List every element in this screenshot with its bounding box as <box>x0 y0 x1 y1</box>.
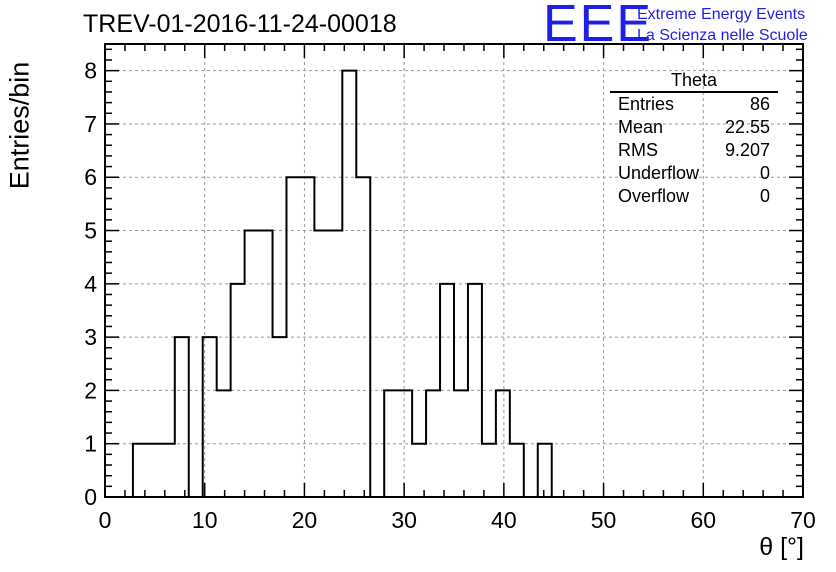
stats-box: Theta Entries 86 Mean 22.55 RMS 9.207 Un… <box>610 70 778 208</box>
x-tick-label: 30 <box>391 507 417 533</box>
logo-caption: Extreme Energy Events La Scienza nelle S… <box>637 4 808 46</box>
stats-label: Mean <box>618 117 664 137</box>
y-tick-label: 8 <box>84 58 97 84</box>
x-tick-label: 70 <box>790 507 816 533</box>
y-tick-label: 3 <box>84 324 97 350</box>
stats-row-entries: Entries 86 <box>610 93 778 116</box>
stats-title: Theta <box>610 70 778 93</box>
x-axis-label: θ [°] <box>759 533 804 561</box>
stats-label: Underflow <box>618 163 700 183</box>
x-tick-label: 60 <box>690 507 716 533</box>
y-tick-label: 2 <box>84 377 97 403</box>
y-tick-label: 5 <box>84 218 97 244</box>
logo-caption-line2: La Scienza nelle Scuole <box>637 27 808 44</box>
x-tick-label: 10 <box>192 507 218 533</box>
x-tick-label: 50 <box>591 507 617 533</box>
stats-label: Overflow <box>618 186 690 206</box>
stats-row-underflow: Underflow 0 <box>610 162 778 185</box>
x-tick-label: 20 <box>292 507 318 533</box>
stats-value: 9.207 <box>724 140 770 160</box>
chart-title: TREV-01-2016-11-24-00018 <box>83 10 397 38</box>
x-tick-label: 0 <box>99 507 112 533</box>
stats-row-mean: Mean 22.55 <box>610 116 778 139</box>
logo-caption-line1: Extreme Energy Events <box>637 6 806 23</box>
y-tick-label: 6 <box>84 164 97 190</box>
y-tick-label: 4 <box>84 271 97 297</box>
stats-label: Entries <box>618 94 675 114</box>
stats-value: 0 <box>759 186 770 206</box>
stats-value: 0 <box>759 163 770 183</box>
stats-label: RMS <box>618 140 658 160</box>
stats-value: 22.55 <box>724 117 770 137</box>
plot-frame <box>104 43 804 498</box>
y-tick-label: 0 <box>84 484 97 510</box>
stats-value: 86 <box>749 94 770 114</box>
y-tick-label: 1 <box>84 431 97 457</box>
stats-row-overflow: Overflow 0 <box>610 185 778 208</box>
y-tick-label: 7 <box>84 111 97 137</box>
x-tick-label: 40 <box>491 507 517 533</box>
stats-row-rms: RMS 9.207 <box>610 139 778 162</box>
